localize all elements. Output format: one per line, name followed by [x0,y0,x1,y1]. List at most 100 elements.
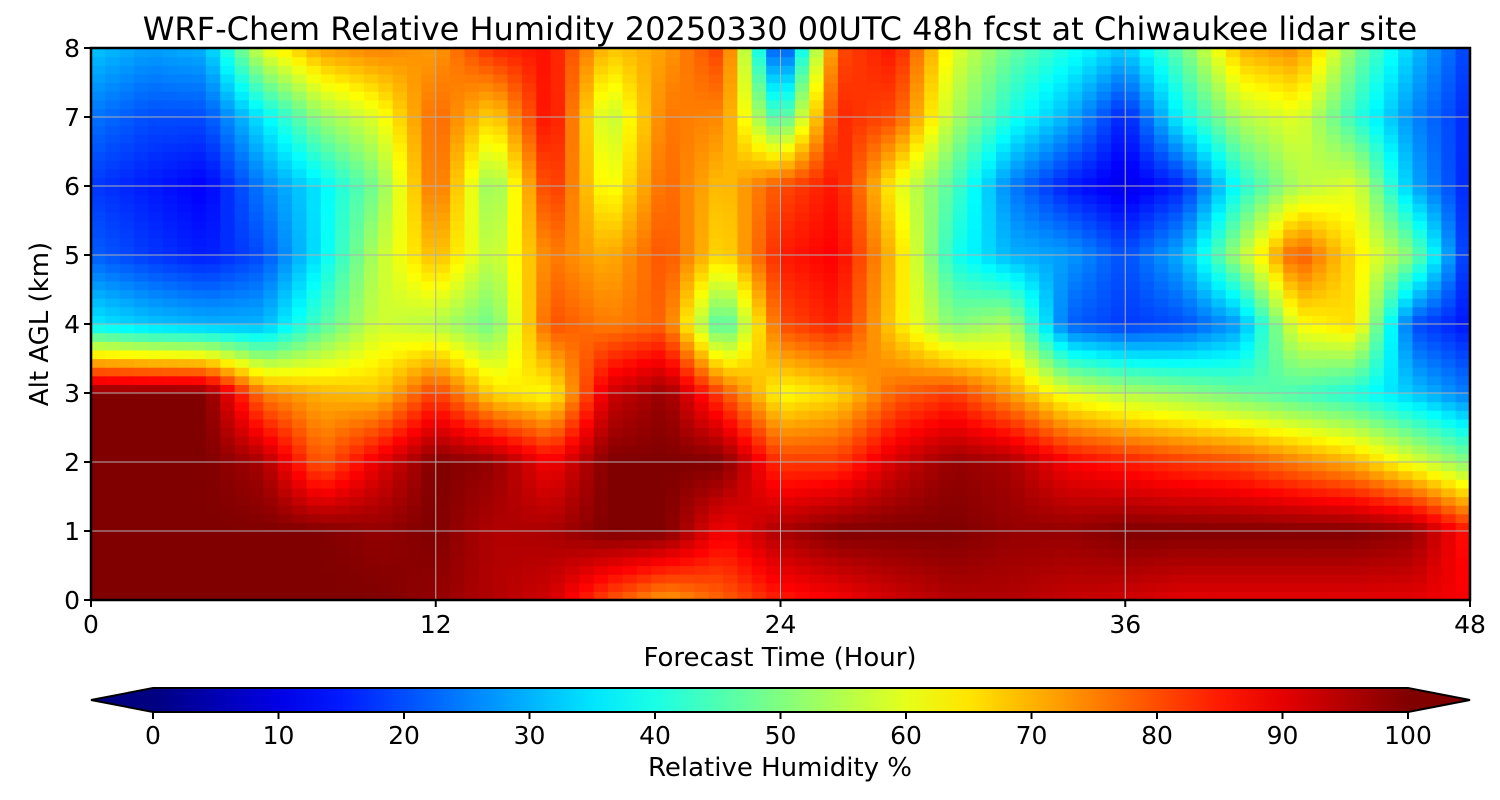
heatmap-cell [292,358,308,368]
heatmap-cell [1197,393,1213,403]
heatmap-cell [507,531,523,541]
heatmap-cell [435,289,451,299]
heatmap-cell [1168,522,1184,532]
heatmap-cell [995,255,1011,265]
heatmap-cell [1398,272,1414,282]
heatmap-cell [679,280,695,291]
heatmap-cell [679,220,695,230]
heatmap-cell [1024,186,1040,196]
heatmap-cell [909,358,925,368]
heatmap-cell [952,332,968,342]
heatmap-cell [134,505,150,515]
heatmap-cell [1182,410,1198,420]
heatmap-cell [938,505,954,515]
heatmap-cell [191,220,207,230]
heatmap-cell [708,418,724,429]
heatmap-cell [636,539,652,549]
heatmap-cell [1053,574,1069,584]
heatmap-cell [1326,565,1342,575]
heatmap-cell [1398,505,1414,515]
heatmap-cell [1153,272,1169,282]
heatmap-cell [952,574,968,584]
heatmap-cell [708,565,724,575]
heatmap-cell [1326,194,1342,204]
heatmap-cell [1297,315,1313,325]
heatmap-cell [1096,556,1112,567]
heatmap-cell [1398,487,1414,498]
heatmap-cell [909,177,925,187]
heatmap-cell [881,556,897,567]
heatmap-cell [407,513,422,523]
heatmap-cell [478,332,494,342]
heatmap-cell [177,229,193,239]
heatmap-cell [895,556,911,567]
heatmap-cell [1225,177,1241,187]
heatmap-cell [938,349,954,360]
heatmap-cell [478,255,494,265]
heatmap-cell [924,548,940,558]
heatmap-cell [1326,298,1342,308]
heatmap-cell [1125,263,1141,273]
heatmap-cell [1355,220,1371,230]
heatmap-cell [737,168,753,178]
heatmap-cell [191,539,207,549]
heatmap-cell [320,393,336,403]
heatmap-cell [363,341,379,351]
heatmap-cell [464,168,480,178]
heatmap-cell [1125,151,1141,161]
heatmap-cell [263,203,279,213]
heatmap-cell [751,358,767,368]
heatmap-cell [1369,255,1385,265]
heatmap-cell [1311,487,1327,498]
heatmap-cell [421,401,437,411]
heatmap-cell [1326,375,1342,385]
heatmap-cell [363,384,379,394]
heatmap-cell [162,255,178,265]
heatmap-cell [378,487,394,498]
heatmap-cell [924,513,940,523]
heatmap-cell [119,531,135,541]
heatmap-cell [1053,531,1069,541]
heatmap-cell [909,237,925,247]
heatmap-cell [292,591,308,600]
heatmap-cell [1355,186,1371,196]
heatmap-cell [306,522,322,532]
heatmap-cell [895,470,911,480]
heatmap-cell [794,194,810,204]
heatmap-cell [1254,358,1270,368]
heatmap-cell [1283,298,1299,308]
heatmap-cell [263,341,279,351]
heatmap-cell [464,487,480,498]
heatmap-cell [162,470,178,480]
heatmap-cell [565,229,580,239]
heatmap-cell [1369,306,1385,316]
heatmap-cell [737,246,753,256]
heatmap-cell [837,401,853,411]
heatmap-cell [421,186,437,196]
heatmap-cell [1139,186,1155,196]
heatmap-cell [550,306,566,316]
heatmap-cell [1110,229,1126,239]
heatmap-cell [1211,436,1227,446]
heatmap-cell [105,142,121,153]
heatmap-cell [881,375,897,385]
heatmap-cell [608,556,624,567]
heatmap-cell [737,298,753,308]
heatmap-cell [737,393,753,403]
heatmap-cell [622,479,638,489]
heatmap-cell [521,220,537,230]
heatmap-cell [1082,229,1098,239]
heatmap-cell [277,168,293,178]
heatmap-cell [292,177,308,187]
heatmap-cell [1412,246,1428,256]
heatmap-cell [234,186,250,196]
heatmap-cell [521,255,537,265]
heatmap-cell [565,418,580,429]
heatmap-cell [249,479,264,489]
heatmap-cell [363,505,379,515]
heatmap-cell [363,211,379,222]
heatmap-cell [1383,211,1399,222]
heatmap-cell [608,349,624,360]
heatmap-cell [220,349,236,360]
heatmap-cell [521,160,537,170]
